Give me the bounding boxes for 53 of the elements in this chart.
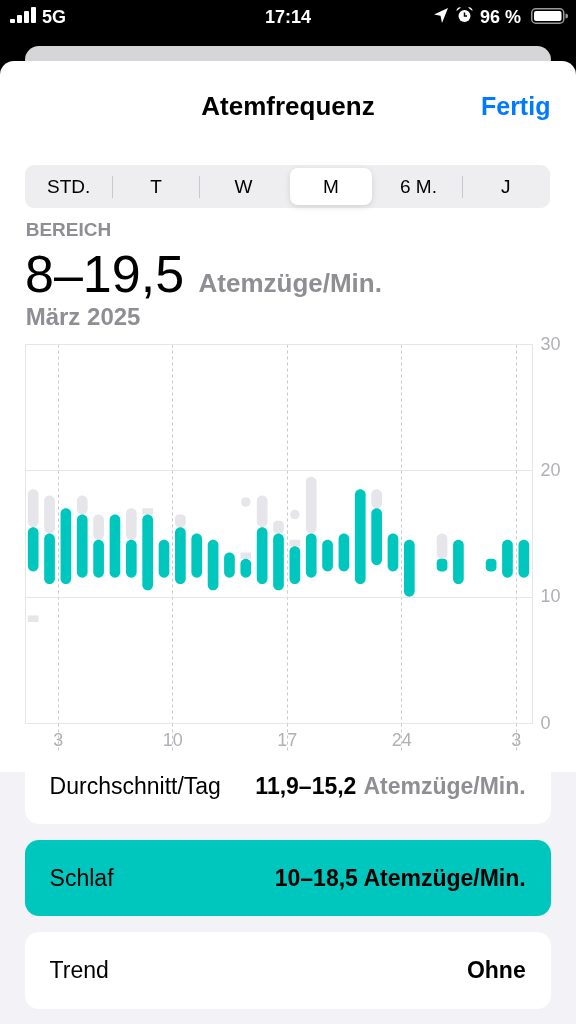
bar (27, 527, 39, 572)
text: 8–19,5 (25, 245, 185, 304)
text: 17:14 (264, 6, 312, 27)
bar (207, 539, 219, 591)
bar (403, 539, 415, 597)
chart-title: Atemfrequenz (201, 90, 375, 121)
segment-button[interactable]: STD. (25, 164, 113, 209)
y-tick-label: 0 (540, 712, 551, 733)
y-tick-label: 30 (540, 333, 561, 354)
bar (60, 508, 72, 585)
text: 11,9–15,2 (255, 773, 357, 800)
bar (354, 489, 366, 585)
x-tick-label: 3 (53, 729, 64, 750)
bar (44, 533, 55, 585)
text: Atemzüge/Min. (363, 773, 526, 800)
done-button[interactable]: Fertig (480, 93, 551, 119)
bar (142, 514, 154, 591)
text: BEREICH (25, 219, 112, 240)
text: 10–18,5 Atemzüge/Min. (274, 865, 526, 892)
text: 96 % (480, 6, 522, 27)
text: Ohne (466, 957, 526, 984)
x-tick-label: 24 (391, 729, 412, 750)
text: Trend (49, 957, 109, 984)
bar (305, 476, 317, 534)
bar (453, 539, 464, 585)
bar (273, 533, 284, 591)
segment-button[interactable]: T (112, 164, 200, 209)
y-tick-label: 10 (540, 586, 561, 607)
bar (142, 508, 154, 515)
sleep-row[interactable] (25, 840, 551, 917)
bar (371, 508, 382, 566)
bar (175, 527, 186, 585)
bar (240, 552, 252, 559)
bar (256, 527, 268, 585)
bar (191, 533, 203, 578)
bar (109, 514, 121, 578)
bar (27, 615, 39, 622)
bar (76, 514, 88, 578)
segment-button[interactable]: 6 M. (374, 164, 463, 209)
segment-button[interactable]: J (462, 164, 550, 209)
text: Durchschnitt/Tag (49, 773, 221, 800)
x-tick-label: 10 (162, 729, 183, 750)
selected-segment-button[interactable]: M (287, 164, 375, 209)
text: 5G (42, 6, 67, 27)
segment-button[interactable]: W (199, 164, 288, 209)
chart-subtitle: März 2025 (25, 303, 141, 330)
text: Atemzüge/Min. (198, 268, 382, 299)
x-tick-label: 17 (277, 729, 298, 750)
bar (305, 533, 317, 578)
bar (289, 539, 301, 547)
text: Schlaf (49, 865, 114, 892)
y-tick-label: 20 (540, 459, 561, 480)
x-tick-label: 3 (511, 729, 522, 750)
